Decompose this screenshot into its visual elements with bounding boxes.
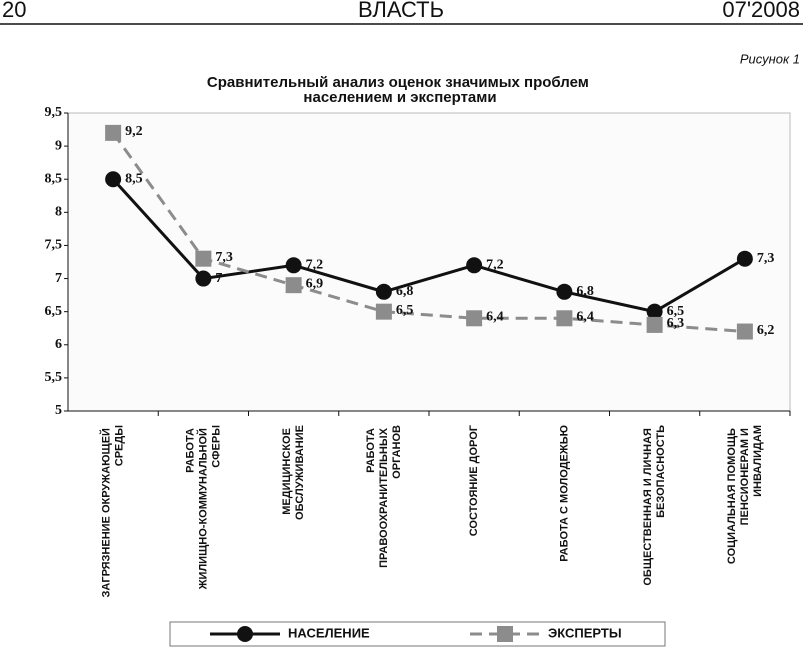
plot-area <box>67 112 791 412</box>
data-label: 6,9 <box>306 276 324 291</box>
y-tick-label: 8 <box>55 205 62 220</box>
data-label: 6,2 <box>757 323 775 338</box>
data-label: 8,5 <box>125 171 143 186</box>
x-tick-label: РАБОТА С МОЛОДЕЖЬЮ <box>558 425 570 562</box>
series-line <box>112 178 746 314</box>
data-label: 6,4 <box>576 310 594 325</box>
magazine-name: ВЛАСТЬ <box>358 0 444 22</box>
data-label: 6,5 <box>396 303 414 318</box>
x-label-group: РАБОТА ЖИЛИЩНО-КОММУНАЛЬНОЙ СФЕРЫ <box>184 425 222 591</box>
figure-caption: Рисунок 1 <box>740 51 800 66</box>
point <box>556 310 573 327</box>
y-tick-label: 7 <box>55 271 62 286</box>
y-tick-label: 5,5 <box>45 370 63 385</box>
data-label: 7 <box>215 271 222 286</box>
point <box>375 303 392 320</box>
legend-marker <box>497 626 513 642</box>
point <box>466 310 483 327</box>
y-tick-label: 6,5 <box>45 304 63 319</box>
x-tick-label: МЕДИЦИНСКОЕ ОБСЛУЖИВАНИЕ <box>281 425 306 520</box>
x-tick-label: ЗАГРЯЗНЕНИЕ ОКРУЖАЮЩЕЙ СРЕДЫ <box>100 425 126 598</box>
data-label: 6,5 <box>667 304 685 319</box>
x-tick-label: РАБОТА ЖИЛИЩНО-КОММУНАЛЬНОЙ СФЕРЫ <box>184 425 222 591</box>
point <box>556 283 573 300</box>
x-label-group: СОЦИАЛЬНАЯ ПОМОЩЬ ПЕНСИОНЕРАМ И ИНВАЛИДА… <box>726 425 764 564</box>
data-label: 7,2 <box>486 258 504 273</box>
y-tick-label: 9 <box>55 138 62 153</box>
x-label-group: ОБЩЕСТВЕННАЯ И ЛИЧНАЯ БЕЗОПАСНОСТЬ <box>642 425 667 586</box>
series-line <box>111 131 745 334</box>
page-number: 20 <box>2 0 26 22</box>
point <box>105 124 122 141</box>
data-label: 9,2 <box>125 124 143 139</box>
legend-label: НАСЕЛЕНИЕ <box>288 625 370 640</box>
point <box>466 257 483 274</box>
y-tick-label: 7,5 <box>45 238 63 253</box>
data-label: 6,4 <box>486 310 504 325</box>
data-label: 6,3 <box>667 316 685 331</box>
chart-title: Сравнительный анализ оценок значимых про… <box>207 74 593 106</box>
x-label-group: СОСТОЯНИЕ ДОРОГ <box>468 424 480 536</box>
legend-label: ЭКСПЕРТЫ <box>548 625 622 640</box>
x-label-group: МЕДИЦИНСКОЕ ОБСЛУЖИВАНИЕ <box>281 425 306 520</box>
point <box>195 270 212 287</box>
point <box>105 171 122 188</box>
y-tick-label: 8,5 <box>45 171 63 186</box>
x-tick-label: ОБЩЕСТВЕННАЯ И ЛИЧНАЯ БЕЗОПАСНОСТЬ <box>642 425 667 586</box>
issue: 07'2008 <box>722 0 800 22</box>
x-tick-label: РАБОТА ПРАВООХРАНИТЕЛЬНЫХ ОРГАНОВ <box>365 425 403 568</box>
x-tick-label: СОЦИАЛЬНАЯ ПОМОЩЬ ПЕНСИОНЕРАМ И ИНВАЛИДА… <box>726 425 764 564</box>
point <box>736 323 753 340</box>
data-label: 6,8 <box>396 284 414 299</box>
legend-box <box>169 621 666 647</box>
x-tick-label: СОСТОЯНИЕ ДОРОГ <box>468 424 480 536</box>
data-label: 7,3 <box>215 250 233 265</box>
point <box>646 303 663 320</box>
point <box>195 250 212 267</box>
x-label-group: РАБОТА С МОЛОДЕЖЬЮ <box>558 425 570 562</box>
data-label: 7,3 <box>757 251 775 266</box>
y-tick-label: 6 <box>55 337 62 352</box>
x-label-group: ЗАГРЯЗНЕНИЕ ОКРУЖАЮЩЕЙ СРЕДЫ <box>100 425 126 598</box>
point <box>285 277 302 294</box>
point <box>375 283 392 300</box>
y-tick-label: 5 <box>55 403 62 418</box>
point <box>736 250 753 267</box>
y-tick-label: 9,5 <box>45 105 63 120</box>
data-label: 6,8 <box>576 284 594 299</box>
point <box>646 316 663 333</box>
data-label: 7,2 <box>306 258 324 273</box>
point <box>285 257 302 274</box>
x-label-group: РАБОТА ПРАВООХРАНИТЕЛЬНЫХ ОРГАНОВ <box>365 425 403 568</box>
legend-marker <box>237 626 253 642</box>
